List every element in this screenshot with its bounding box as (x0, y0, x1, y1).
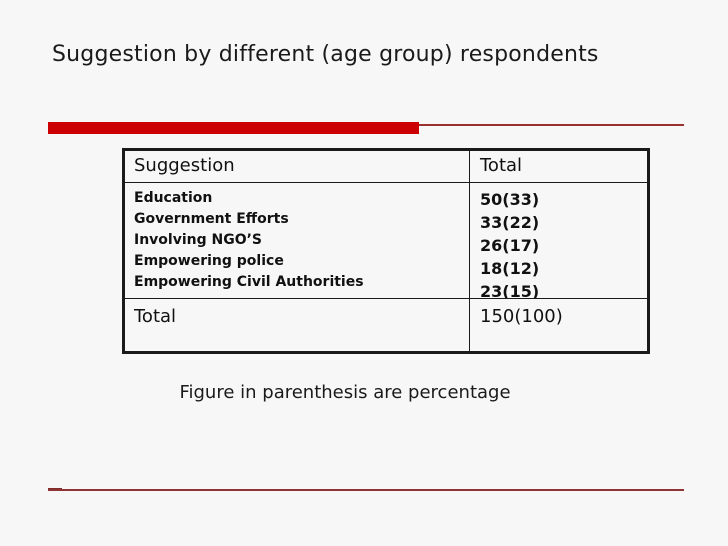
title-accent-bar (48, 122, 419, 134)
suggestion-table: Suggestion Total Education Government Ef… (122, 148, 650, 354)
title-accent-line (419, 124, 684, 126)
suggestion-item: Government Efforts (134, 211, 289, 227)
suggestion-item: Involving NGO’S (134, 232, 263, 248)
slide-title: Suggestion by different (age group) resp… (52, 42, 599, 67)
suggestion-item: Empowering police (134, 253, 284, 269)
suggestion-item: Education (134, 190, 213, 206)
table-header-suggestion: Suggestion (125, 151, 469, 183)
total-value: 18(12) (480, 259, 540, 278)
footer-rule (48, 489, 684, 491)
total-value: 26(17) (480, 236, 540, 255)
table-body-suggestions: Education Government Efforts Involving N… (125, 183, 469, 299)
suggestion-item: Empowering Civil Authorities (134, 274, 364, 290)
total-value: 50(33) (480, 190, 540, 209)
table-footer-value: 150(100) (469, 299, 647, 351)
table-body-totals: 50(33) 33(22) 26(17) 18(12) 23(15) (469, 183, 647, 299)
table-header-total: Total (469, 151, 647, 183)
total-value: 33(22) (480, 213, 540, 232)
table-caption: Figure in parenthesis are percentage (179, 382, 511, 403)
total-value: 23(15) (480, 282, 540, 299)
table-footer-label: Total (134, 306, 177, 327)
